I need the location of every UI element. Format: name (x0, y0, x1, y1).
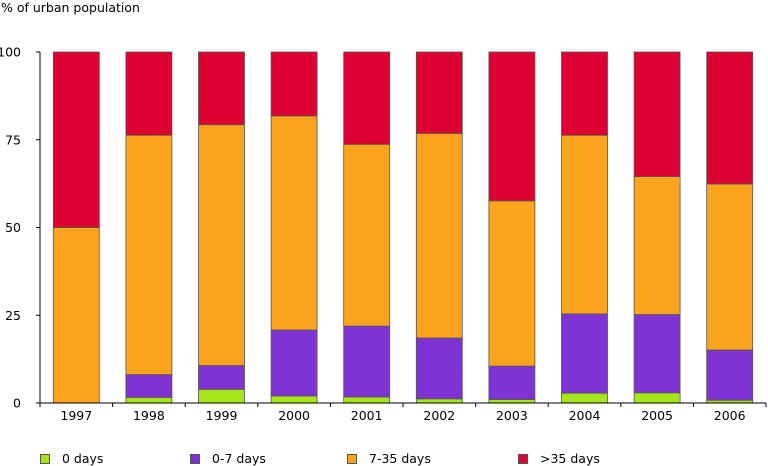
legend-swatch (518, 453, 528, 464)
x-tick-label: 2003 (496, 408, 528, 423)
y-axis-label: % of urban population (1, 0, 140, 15)
bar-2003-7-35-days (488, 200, 536, 367)
bar-1998-7-35-days (125, 134, 173, 375)
bar-2002-35-days (415, 51, 463, 134)
bar-2006-0-7-days (706, 349, 754, 401)
bar-2003-35-days (488, 51, 536, 202)
bar-2004-0-days (561, 392, 608, 404)
bar-2002-0-days (415, 398, 463, 404)
y-tick-label: 50 (5, 220, 21, 235)
legend: 0 days 0-7 days 7-35 days >35 days (0, 451, 768, 466)
bar-2004-7-35-days (561, 134, 608, 315)
legend-label: 7-35 days (369, 451, 431, 466)
y-tick-label: 0 (13, 396, 21, 411)
legend-swatch (347, 453, 357, 464)
bar-2006-7-35-days (706, 183, 754, 351)
bar-2004-35-days (561, 51, 608, 136)
bar-1999-0-days (198, 388, 245, 404)
bar-1998-0-days (125, 396, 173, 404)
legend-item: 0-7 days (190, 451, 266, 466)
bar-2004-0-7-days (561, 313, 608, 394)
bar-2000-7-35-days (270, 115, 318, 331)
y-tick-label: 100 (0, 45, 21, 60)
bar-1998-0-7-days (125, 374, 173, 398)
bar-2002-0-7-days (415, 337, 463, 400)
stacked-bar-chart: 1997 1998 1999 2000 2001 2002 2003 2004 2005 2006… (0, 45, 767, 423)
bar-1997-35-days (52, 51, 100, 228)
bar-1999-7-35-days (198, 124, 245, 366)
bar-2005-0-days (633, 392, 681, 404)
legend-item: 7-35 days (347, 451, 431, 466)
bar-1999-35-days (198, 51, 245, 126)
bar-2001-0-days (343, 396, 391, 404)
x-tick-label: 2006 (714, 408, 746, 423)
bar-2000-0-days (270, 395, 318, 404)
bar-2005-35-days (633, 51, 681, 177)
bar-2003-0-7-days (488, 365, 536, 400)
x-tick-label: 2001 (351, 408, 383, 423)
bar-2000-0-7-days (270, 329, 318, 397)
x-tick-label: 2002 (423, 408, 455, 423)
y-tick-label: 75 (5, 132, 21, 147)
bar-2005-7-35-days (633, 176, 681, 315)
bar-2006-35-days (706, 51, 754, 185)
legend-swatch (40, 453, 50, 464)
bar-2005-0-7-days (633, 314, 681, 394)
bar-2002-7-35-days (415, 132, 463, 339)
x-tick-label: 2000 (278, 408, 310, 423)
x-tick-label: 1999 (206, 408, 238, 423)
legend-label: 0-7 days (212, 451, 266, 466)
bar-1997-7-35-days (52, 227, 100, 404)
y-tick-label: 25 (5, 308, 21, 323)
legend-swatch (190, 453, 200, 464)
bar-1998-35-days (125, 51, 173, 136)
legend-item: 0 days (40, 451, 103, 466)
bar-2000-35-days (270, 51, 318, 117)
legend-item: >35 days (518, 451, 600, 466)
bar-2001-7-35-days (343, 143, 391, 327)
bar-2001-0-7-days (343, 325, 391, 398)
legend-label: >35 days (540, 451, 600, 466)
legend-label: 0 days (62, 451, 104, 466)
bar-1999-0-7-days (198, 364, 245, 390)
x-tick-label: 2004 (569, 408, 601, 423)
x-tick-label: 2005 (641, 408, 673, 423)
x-tick-label: 1998 (133, 408, 165, 423)
x-tick-label: 1997 (60, 408, 92, 423)
bar-2003-0-days (488, 399, 536, 404)
bar-2001-35-days (343, 51, 391, 145)
